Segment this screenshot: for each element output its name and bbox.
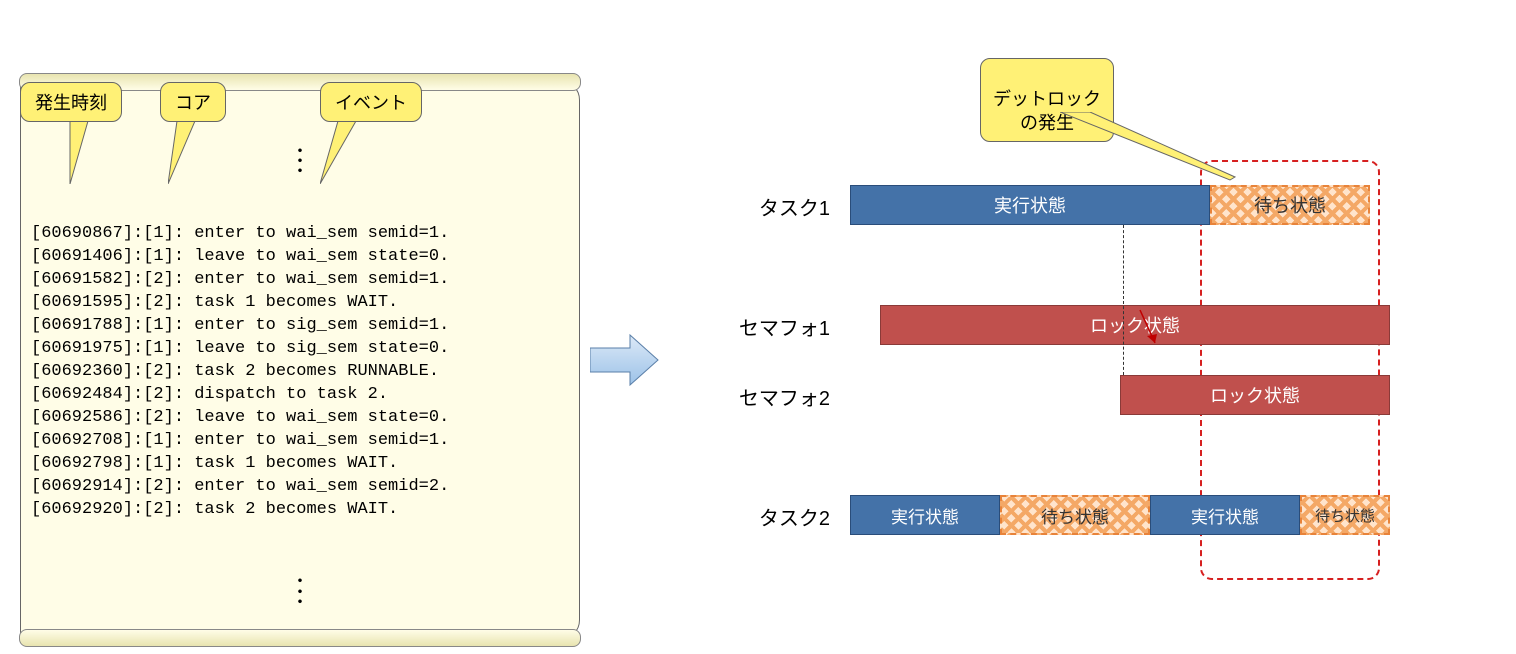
sem2-locked-label: ロック状態 [1210,382,1300,408]
callout-core-label: コア [175,93,211,113]
callout-event-tail [320,114,370,184]
task2-waiting2-bar: 待ち状態 [1300,495,1390,535]
callout-time-label: 発生時刻 [35,93,107,113]
task2-waiting1-label: 待ち状態 [1041,503,1109,528]
log-line: [60692708]:[1]: enter to wai_sem semid=1… [31,430,569,453]
sem2-locked-bar: ロック状態 [1120,375,1390,415]
callout-deadlock-tail [1060,112,1240,182]
log-line: [60691582]:[2]: enter to wai_sem semid=1… [31,269,569,292]
log-line: [60692360]:[2]: task 2 becomes RUNNABLE. [31,361,569,384]
callout-core-tail [168,114,208,184]
log-line: [60692798]:[1]: task 1 becomes WAIT. [31,453,569,476]
task2-running1-label: 実行状態 [891,503,959,528]
log-line: [60691406]:[1]: leave to wai_sem state=0… [31,246,569,269]
red-arrow-icon [1135,308,1165,353]
log-lines-list: [60690867]:[1]: enter to wai_sem semid=1… [31,223,569,521]
callout-time-tail [60,114,100,184]
log-line: [60692914]:[2]: enter to wai_sem semid=2… [31,476,569,499]
dots-top: ・・・ [31,147,569,178]
dots-bottom: ・・・ [31,577,569,608]
log-line: [60692920]:[2]: task 2 becomes WAIT. [31,499,569,522]
log-line: [60692586]:[2]: leave to wai_sem state=0… [31,407,569,430]
label-sem1: セマフォ1 [680,312,830,341]
label-task2: タスク2 [680,502,830,531]
callout-core: コア [160,82,226,122]
log-line: [60691788]:[1]: enter to sig_sem semid=1… [31,315,569,338]
label-task1: タスク1 [680,192,830,221]
log-line: [60692484]:[2]: dispatch to task 2. [31,384,569,407]
log-scroll-panel: ・・・ [60690867]:[1]: enter to wai_sem sem… [20,80,580,640]
log-content: ・・・ [60690867]:[1]: enter to wai_sem sem… [31,101,569,619]
task2-running2-label: 実行状態 [1191,503,1259,528]
log-line: [60691595]:[2]: task 1 becomes WAIT. [31,292,569,315]
callout-event-label: イベント [335,93,407,113]
task2-running1-bar: 実行状態 [850,495,1000,535]
log-line: [60691975]:[1]: leave to sig_sem state=0… [31,338,569,361]
task2-waiting1-bar: 待ち状態 [1000,495,1150,535]
task1-running-bar: 実行状態 [850,185,1210,225]
task2-waiting2-label: 待ち状態 [1315,505,1375,526]
task1-waiting-label: 待ち状態 [1254,192,1326,218]
callout-event: イベント [320,82,422,122]
label-sem2: セマフォ2 [680,382,830,411]
callout-time: 発生時刻 [20,82,122,122]
transition-arrow-icon [590,330,660,390]
task2-running2-bar: 実行状態 [1150,495,1300,535]
log-line: [60690867]:[1]: enter to wai_sem semid=1… [31,223,569,246]
task1-waiting-bar: 待ち状態 [1210,185,1370,225]
task1-running-label: 実行状態 [994,192,1066,218]
timeline-diagram: タスク1 セマフォ1 セマフォ2 タスク2 実行状態 待ち状態 ロック状態 ロッ… [680,130,1480,590]
dashed-marker-line [1123,225,1124,375]
